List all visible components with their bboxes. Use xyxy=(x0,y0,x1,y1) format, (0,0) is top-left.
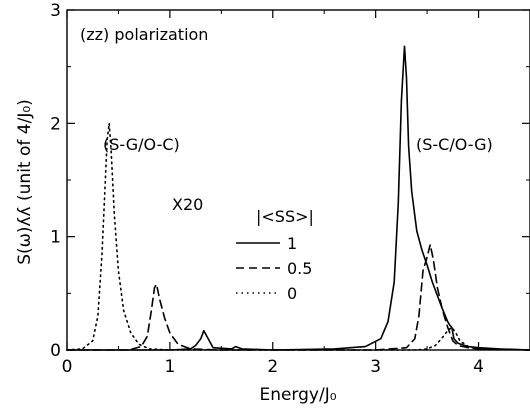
annotation-polarization: (zz) polarization xyxy=(80,25,208,44)
series-line-dotted xyxy=(66,122,530,351)
series-line-solid xyxy=(66,45,530,351)
x-tick-label: 4 xyxy=(473,357,484,377)
x-tick-label: 1 xyxy=(164,357,175,377)
x-axis-title: Energy/J₀ xyxy=(259,385,336,405)
series-line-dashed xyxy=(66,243,530,351)
legend: |<SS>| 1 0.5 0 xyxy=(236,207,314,303)
x-tick-label: 0 xyxy=(62,357,73,377)
legend-label-0-5: 0.5 xyxy=(287,259,312,278)
annotation-scale: X20 xyxy=(172,195,203,214)
legend-title: |<SS>| xyxy=(256,207,314,226)
x-tick-label: 2 xyxy=(267,357,278,377)
y-tick-label: 1 xyxy=(50,228,61,248)
y-tick-label: 3 xyxy=(50,1,61,21)
y-axis-title: S(ω)ʎʎ (unit of 4/J₀) xyxy=(15,99,35,265)
plot-frame xyxy=(66,9,530,351)
y-tick-label: 2 xyxy=(50,114,61,134)
y-tick-label: 0 xyxy=(50,341,61,361)
annotation-high-band: (S-C/O-G) xyxy=(416,135,493,154)
legend-label-1: 1 xyxy=(287,234,297,253)
axis-ticks: 0 1 2 3 4 0 1 2 3 xyxy=(50,1,530,377)
annotation-low-band: (S-G/O-C) xyxy=(103,135,180,154)
legend-label-0: 0 xyxy=(287,284,297,303)
series-lines xyxy=(66,45,530,351)
x-tick-label: 3 xyxy=(370,357,381,377)
